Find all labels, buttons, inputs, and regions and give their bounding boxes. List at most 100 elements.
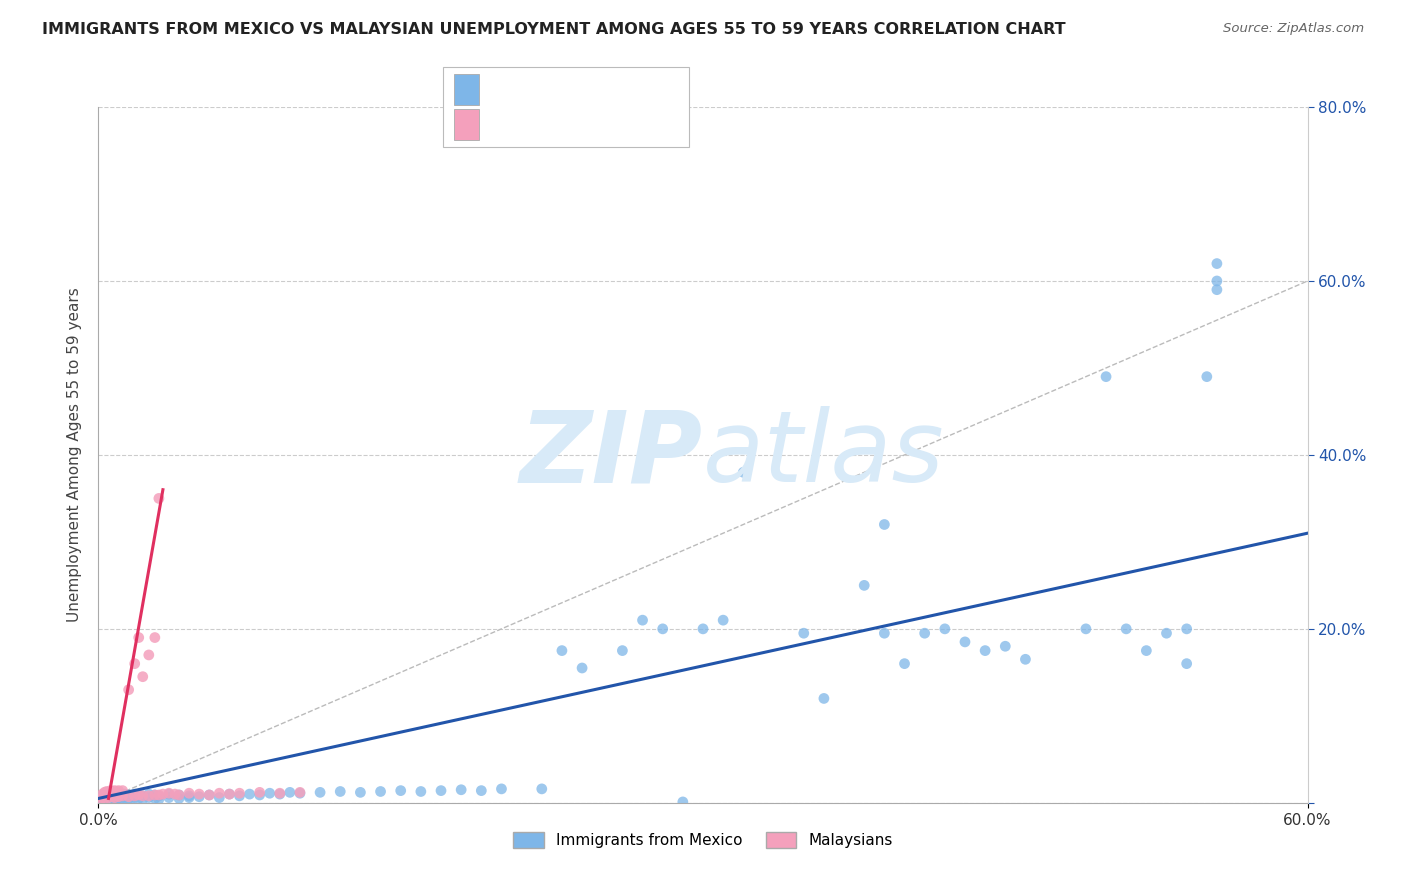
Point — [953, 635, 976, 649]
Point — [148, 792, 170, 806]
Point — [110, 791, 132, 805]
Point — [93, 787, 115, 801]
Text: N =: N = — [576, 80, 620, 95]
Point — [118, 789, 141, 804]
Point — [97, 788, 120, 802]
Point — [873, 626, 896, 640]
Point — [651, 622, 673, 636]
Point — [103, 783, 125, 797]
Point — [167, 791, 190, 805]
Point — [143, 788, 166, 802]
Point — [1095, 369, 1118, 384]
Point — [132, 792, 155, 806]
Point — [309, 785, 332, 799]
Text: R =: R = — [488, 80, 522, 95]
Legend: Immigrants from Mexico, Malaysians: Immigrants from Mexico, Malaysians — [508, 826, 898, 855]
Point — [107, 787, 129, 801]
Point — [349, 785, 371, 799]
Point — [132, 789, 155, 803]
Point — [1206, 283, 1229, 297]
Point — [101, 784, 124, 798]
Point — [148, 491, 170, 506]
Point — [100, 789, 122, 803]
Point — [143, 791, 166, 805]
Point — [111, 789, 134, 803]
Point — [111, 789, 134, 803]
Point — [132, 670, 155, 684]
Point — [188, 787, 211, 801]
Text: atlas: atlas — [703, 407, 945, 503]
Point — [128, 791, 150, 805]
Point — [249, 788, 271, 802]
Point — [179, 786, 201, 800]
Point — [97, 791, 120, 805]
Point — [120, 792, 142, 806]
Text: N =: N = — [576, 119, 620, 134]
Point — [179, 789, 201, 803]
Point — [934, 622, 956, 636]
Point — [813, 691, 835, 706]
Point — [103, 791, 125, 805]
Point — [93, 785, 115, 799]
Point — [152, 787, 174, 801]
Point — [163, 787, 186, 801]
Point — [138, 790, 160, 805]
Point — [100, 786, 122, 800]
Point — [100, 783, 122, 797]
Point — [91, 789, 114, 803]
Point — [994, 639, 1017, 653]
Point — [188, 789, 211, 804]
Point — [893, 657, 915, 671]
Text: 0.515: 0.515 — [530, 119, 578, 134]
Point — [101, 789, 124, 804]
Point — [124, 657, 146, 671]
Text: 100: 100 — [623, 80, 655, 95]
Point — [198, 788, 221, 802]
Point — [105, 792, 128, 806]
Point — [111, 792, 134, 806]
Point — [470, 783, 492, 797]
Point — [105, 784, 128, 798]
Point — [138, 787, 160, 801]
Point — [157, 786, 180, 800]
Point — [853, 578, 876, 592]
Point — [974, 643, 997, 657]
Point — [1074, 622, 1097, 636]
Point — [100, 789, 122, 804]
Point — [430, 783, 453, 797]
Point — [218, 787, 240, 801]
Point — [198, 788, 221, 802]
Point — [711, 613, 734, 627]
Point — [733, 466, 755, 480]
Point — [612, 643, 634, 657]
Point — [105, 789, 128, 803]
Point — [91, 787, 114, 801]
Point — [288, 785, 311, 799]
Point — [107, 783, 129, 797]
Point — [111, 783, 134, 797]
Point — [1206, 257, 1229, 271]
Point — [370, 784, 392, 798]
Point — [793, 626, 815, 640]
Text: R =: R = — [488, 119, 522, 134]
Point — [124, 789, 146, 803]
Point — [278, 785, 301, 799]
Point — [107, 789, 129, 804]
Point — [110, 788, 132, 802]
Text: 48: 48 — [623, 119, 644, 134]
Point — [288, 786, 311, 800]
Point — [93, 792, 115, 806]
Point — [101, 790, 124, 805]
Point — [132, 789, 155, 803]
Point — [97, 785, 120, 799]
Point — [1175, 622, 1198, 636]
Point — [692, 622, 714, 636]
Point — [1175, 657, 1198, 671]
Point — [551, 643, 574, 657]
Point — [138, 648, 160, 662]
Point — [329, 784, 352, 798]
Point — [228, 789, 250, 803]
Point — [1206, 274, 1229, 288]
Point — [914, 626, 936, 640]
Point — [143, 631, 166, 645]
